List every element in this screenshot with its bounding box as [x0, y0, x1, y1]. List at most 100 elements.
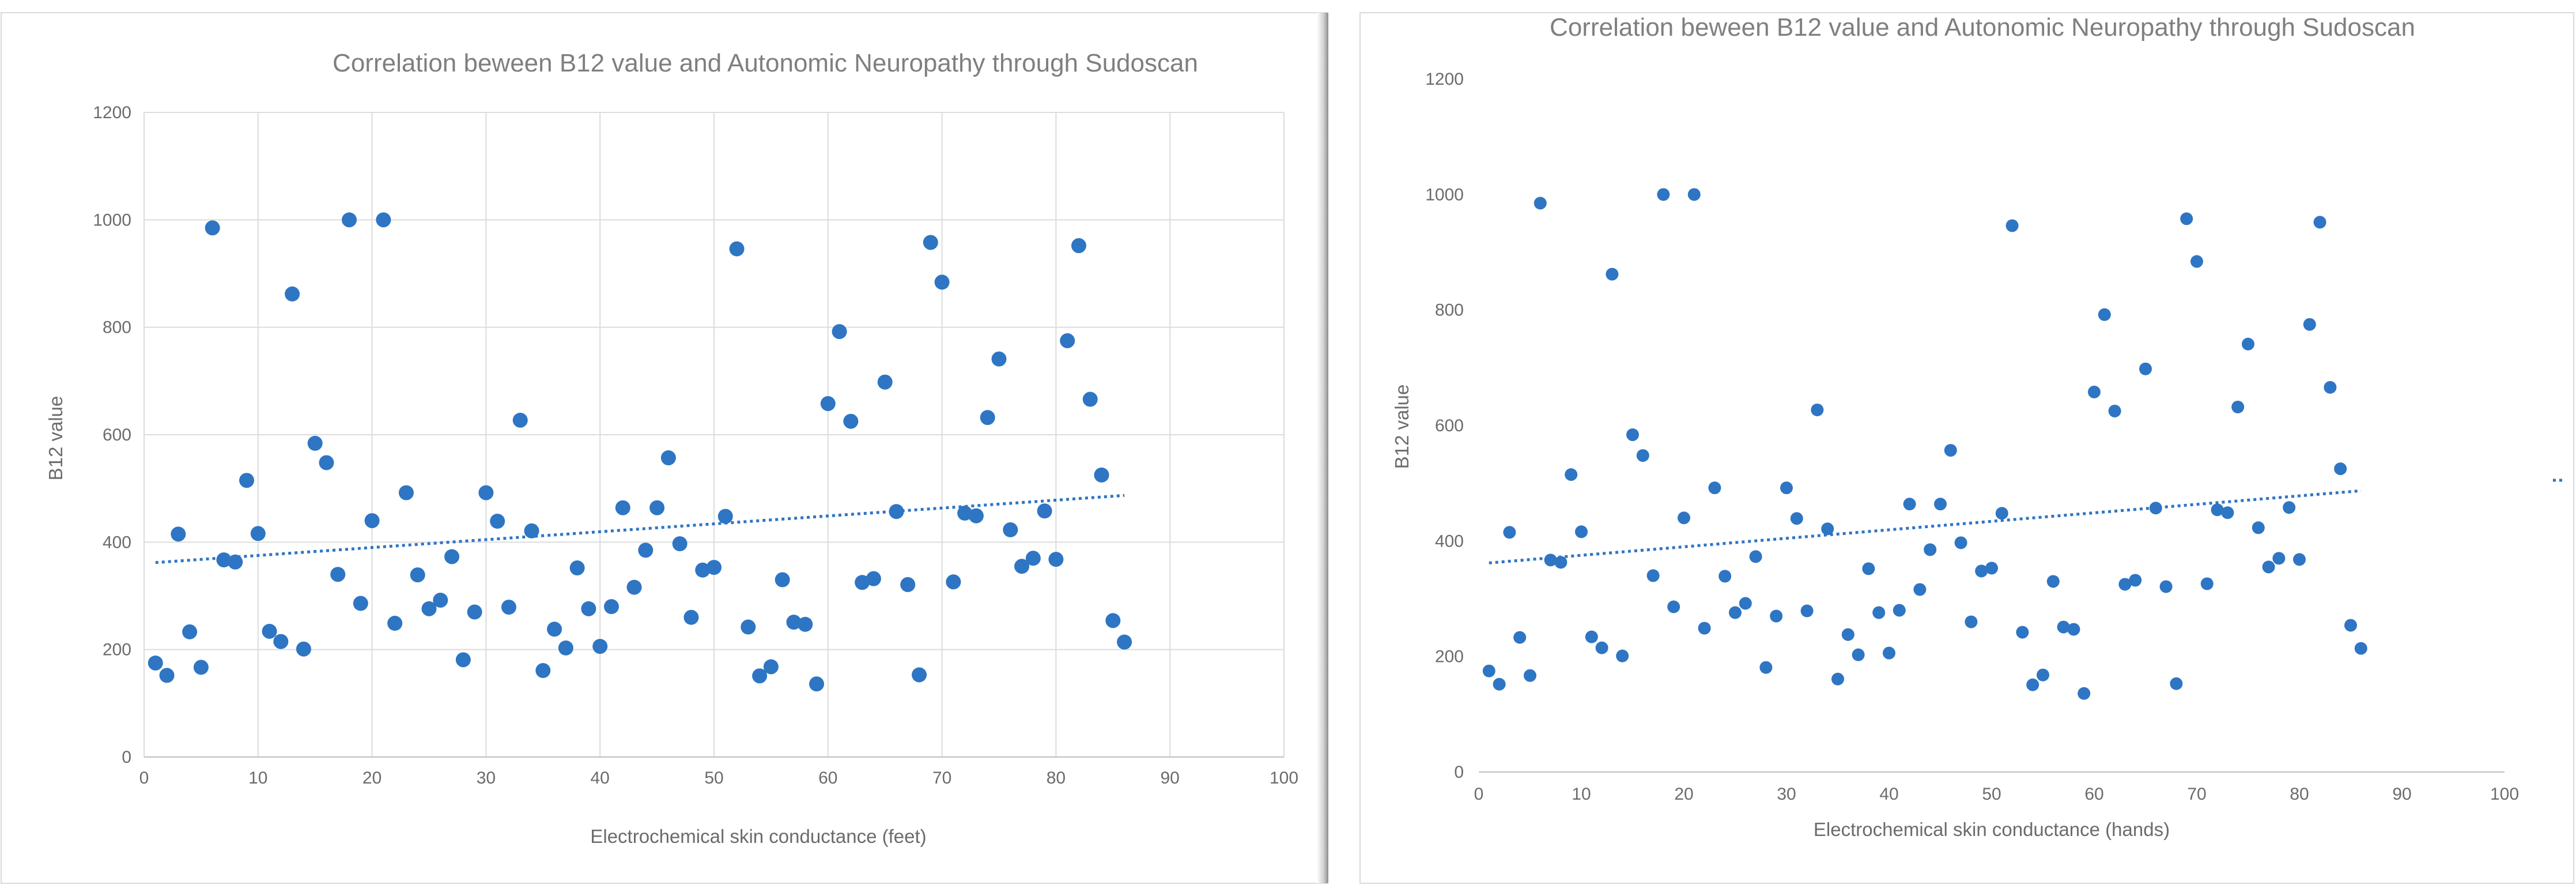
data-point	[832, 324, 847, 340]
data-point	[2180, 212, 2193, 225]
data-point	[1718, 570, 1732, 583]
data-point	[1924, 543, 1937, 556]
data-point	[1117, 634, 1132, 650]
data-point	[900, 577, 916, 592]
data-point	[569, 560, 585, 576]
data-point	[1975, 564, 1988, 578]
data-point	[798, 616, 813, 632]
data-point	[1513, 631, 1527, 644]
data-point	[1037, 503, 1052, 519]
chart-hands: Correlation beween B12 value and Autonom…	[1391, 13, 2519, 840]
x-axis-label: Electrochemical skin conductance (hands)	[1814, 819, 2170, 840]
data-point	[1862, 562, 1875, 575]
data-point	[1872, 606, 1886, 619]
data-point	[1048, 552, 1064, 567]
data-point	[387, 616, 403, 631]
data-point	[889, 504, 904, 519]
data-point	[342, 212, 357, 228]
x-tick-label: 0	[139, 769, 149, 788]
data-point	[946, 574, 961, 590]
data-point	[763, 659, 779, 675]
data-point	[2078, 687, 2091, 700]
x-tick-label: 80	[2290, 785, 2309, 804]
data-point	[1965, 615, 1978, 628]
data-point	[524, 523, 539, 538]
data-point	[307, 435, 323, 451]
data-point	[2242, 337, 2254, 351]
data-point	[1698, 622, 1711, 635]
data-point	[1759, 661, 1773, 674]
data-point	[376, 212, 391, 228]
data-point	[2118, 578, 2132, 591]
data-point	[1503, 526, 1516, 539]
data-point	[1524, 669, 1536, 682]
data-point	[1626, 428, 1639, 442]
trendline	[1489, 489, 2362, 564]
data-point	[2108, 404, 2121, 417]
data-point	[1790, 512, 1803, 525]
data-point	[216, 552, 232, 568]
data-point	[991, 351, 1007, 367]
x-tick-label: 100	[1270, 769, 1298, 788]
data-point	[262, 623, 277, 639]
x-tick-label: 70	[2187, 785, 2206, 804]
data-point	[626, 579, 642, 595]
data-point	[775, 572, 790, 588]
y-tick-label: 200	[103, 641, 131, 660]
data-point	[1060, 333, 1075, 348]
data-point	[319, 455, 334, 470]
data-point	[707, 560, 722, 575]
data-point	[2303, 318, 2316, 331]
x-tick-label: 50	[1982, 785, 2001, 804]
data-point	[980, 410, 995, 425]
x-tick-label: 50	[704, 769, 723, 788]
x-tick-label: 40	[1879, 785, 1898, 804]
data-point	[1678, 511, 1690, 525]
data-point	[2037, 668, 2049, 681]
data-point	[649, 500, 665, 515]
data-point	[535, 663, 551, 679]
data-point	[1606, 268, 1619, 281]
x-tick-label: 90	[2392, 785, 2411, 804]
data-point	[2200, 577, 2214, 590]
data-point	[2324, 381, 2337, 394]
x-tick-label: 60	[818, 769, 837, 788]
left-chart-panel	[1, 12, 1327, 884]
data-point	[193, 660, 209, 675]
data-point	[695, 562, 711, 578]
data-point	[1934, 498, 1947, 511]
data-point	[1094, 467, 1109, 483]
data-point	[843, 413, 859, 429]
data-point	[239, 473, 255, 488]
data-point	[1003, 522, 1018, 537]
data-point	[1482, 664, 1495, 677]
data-point	[1770, 609, 1783, 623]
data-point	[171, 526, 186, 542]
data-point	[353, 596, 368, 611]
x-tick-label: 100	[2490, 785, 2519, 804]
data-point	[1616, 649, 1629, 662]
data-point	[786, 615, 802, 630]
data-point	[2262, 560, 2275, 574]
data-point	[2272, 552, 2286, 565]
data-point	[1995, 507, 2008, 520]
data-point	[638, 543, 654, 558]
y-tick-label: 1200	[1425, 70, 1464, 89]
data-point	[1780, 481, 1793, 495]
data-point	[364, 513, 380, 529]
data-point	[2005, 219, 2019, 232]
data-point	[2313, 216, 2326, 229]
data-point	[1708, 481, 1721, 495]
data-point	[934, 274, 950, 290]
y-axis-label: B12 value	[45, 396, 66, 481]
data-point	[1025, 551, 1041, 566]
data-point	[581, 601, 596, 616]
chart-title: Correlation beween B12 value and Autonom…	[1550, 13, 2415, 42]
data-point	[2283, 501, 2296, 514]
data-point	[592, 639, 608, 654]
x-tick-label: 0	[1474, 785, 1484, 804]
data-point	[228, 554, 243, 570]
data-point	[1657, 188, 1670, 201]
data-point	[1903, 498, 1916, 511]
